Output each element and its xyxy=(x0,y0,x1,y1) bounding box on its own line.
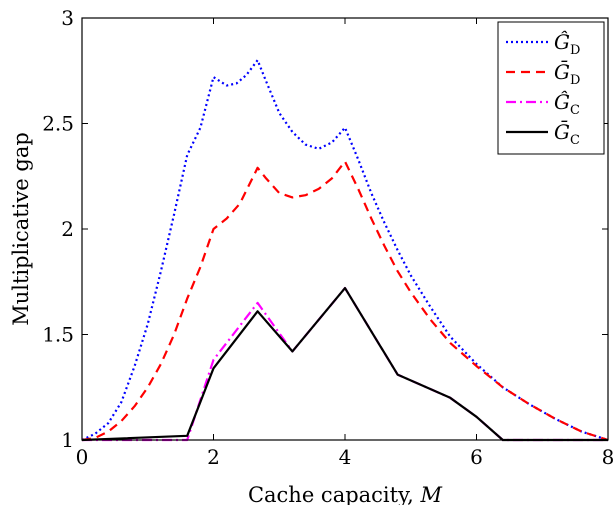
series-line-4 xyxy=(81,287,608,442)
legend-label: ḠC xyxy=(554,119,580,148)
x-tick-label: 8 xyxy=(602,445,615,469)
y-tick-label: 1.5 xyxy=(42,323,74,347)
ticks-layer: 0 2 4 6 8 1 1.5 2 2.5 3 xyxy=(42,6,614,469)
x-tick-label: 6 xyxy=(470,445,483,469)
series-line-3 xyxy=(82,287,608,442)
legend-box xyxy=(497,21,605,155)
series-line-2 xyxy=(81,160,609,442)
y-tick-label: 2 xyxy=(61,217,74,241)
x-tick-label: 4 xyxy=(339,445,352,469)
y-tick-label: 2.5 xyxy=(42,112,74,136)
y-axis-label: Multiplicative gap xyxy=(9,132,33,326)
x-axis-label: Cache capacity, M xyxy=(248,483,443,505)
legend-label: ĜC xyxy=(554,89,580,118)
x-axis-label-text: Cache capacity, xyxy=(248,483,421,505)
series-layer xyxy=(81,59,609,442)
x-tick-label: 2 xyxy=(207,445,220,469)
legend-label: ḠD xyxy=(554,59,580,88)
legend-label: ĜD xyxy=(554,29,580,58)
y-tick-label: 1 xyxy=(61,428,74,452)
x-tick-label: 0 xyxy=(76,445,89,469)
y-tick-label: 3 xyxy=(61,6,74,30)
series-line-1 xyxy=(81,59,609,442)
x-axis-label-variable: M xyxy=(420,483,443,505)
